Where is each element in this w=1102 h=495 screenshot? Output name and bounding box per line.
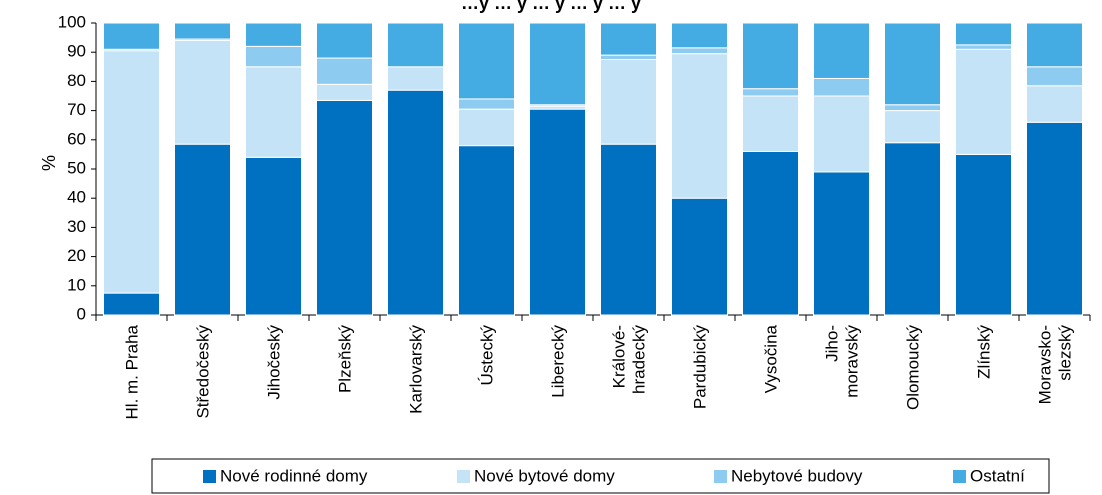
y-tick-label: 40	[67, 188, 86, 207]
bar-segment	[813, 95, 870, 173]
bar-segment	[245, 22, 302, 47]
bar-segment	[884, 22, 941, 106]
bar-segment	[1026, 121, 1083, 316]
x-category-label: Karlovarský	[407, 325, 426, 414]
bar-segment	[387, 66, 444, 91]
y-tick-label: 20	[67, 246, 86, 265]
legend-label: Nové bytové domy	[474, 466, 615, 485]
bar-segment	[174, 22, 231, 40]
x-category-label: Pardubický	[691, 325, 710, 410]
x-category-label: hradecký	[630, 325, 649, 394]
bar-segment	[103, 292, 160, 316]
bar-segment	[671, 47, 728, 55]
x-category-label: Hl. m. Praha	[123, 324, 142, 419]
bar-segment	[671, 53, 728, 199]
x-category-label: Vysočina	[762, 324, 781, 393]
bar-segment	[884, 142, 941, 316]
x-category-label: Zlínský	[975, 325, 994, 379]
x-category-label: slezský	[1056, 325, 1075, 381]
bar-segment	[600, 54, 657, 60]
y-tick-label: 90	[67, 42, 86, 61]
axes: 0 10 20 30 40 50 60 70 80 90 100	[58, 12, 1091, 323]
bar-segment	[955, 153, 1012, 316]
bar-segment	[600, 22, 657, 56]
bar-segment	[884, 110, 941, 144]
x-category-label: Jiho-	[823, 325, 842, 362]
bar-segment	[671, 197, 728, 316]
bar-segment	[245, 45, 302, 68]
bar-segment	[955, 48, 1012, 155]
bar-segment	[813, 171, 870, 316]
bar-segment	[316, 57, 373, 85]
bar-segment	[387, 22, 444, 68]
x-category-label: Olomoucký	[904, 325, 923, 411]
bar-segment	[316, 83, 373, 101]
x-category-label: Jihočeský	[265, 325, 284, 400]
bar-segment	[529, 108, 586, 316]
bar-segment	[245, 66, 302, 158]
bar-segment	[245, 156, 302, 316]
bar-segment	[955, 44, 1012, 50]
legend-label: Nebytové budovy	[731, 466, 863, 485]
y-tick-label: 10	[67, 275, 86, 294]
bar-segment	[742, 150, 799, 316]
y-tick-label: 30	[67, 217, 86, 236]
bar-segment	[1026, 22, 1083, 68]
bar-segment	[458, 98, 515, 110]
bar-segment	[600, 143, 657, 316]
bar-segment	[103, 22, 160, 50]
bars	[103, 22, 1083, 316]
x-category-label: Králové-	[610, 325, 629, 388]
bar-segment	[742, 88, 799, 97]
bar-segment	[1026, 85, 1083, 123]
bar-segment	[458, 22, 515, 100]
bar-segment	[884, 104, 941, 112]
y-tick-label: 70	[67, 100, 86, 119]
chart-title-layer: …y … y … y … y … y	[461, 0, 641, 13]
bar-segment	[600, 59, 657, 145]
x-category-label: Liberecký	[549, 325, 568, 398]
legend: Nové rodinné domy Nové bytové domy Nebytov…	[151, 458, 1050, 494]
bar-segment	[955, 22, 1012, 46]
bar-segment	[103, 50, 160, 294]
y-axis-label: %	[39, 155, 59, 171]
y-tick-label: 50	[67, 158, 86, 177]
legend-swatch	[457, 470, 470, 483]
bar-segment	[387, 89, 444, 316]
x-category-label: Plzeňský	[336, 325, 355, 394]
bar-segment	[458, 145, 515, 316]
legend-label: Ostatní	[970, 466, 1025, 485]
bar-segment	[813, 22, 870, 79]
legend-swatch	[953, 470, 966, 483]
legend-swatch	[714, 470, 727, 483]
bar-segment	[813, 77, 870, 97]
legend-frame	[151, 458, 1050, 494]
x-category-label: Moravsko-	[1036, 325, 1055, 404]
y-tick-label: 100	[58, 12, 86, 31]
legend-swatch	[203, 470, 216, 483]
bar-segment	[529, 22, 586, 106]
chart-title: …y … y … y … y … y	[461, 0, 641, 13]
bar-segment	[458, 108, 515, 147]
bar-segment	[174, 143, 231, 316]
x-category-label: Ústecký	[478, 325, 497, 386]
category-labels: Hl. m. Praha Středočeský Jihočeský Plzeňský…	[123, 324, 1075, 419]
bar-segment	[1026, 66, 1083, 87]
bar-segment	[316, 99, 373, 316]
bar-segment	[174, 40, 231, 145]
bar-segment	[742, 22, 799, 90]
y-tick-label: 80	[67, 71, 86, 90]
legend-label: Nové rodinné domy	[220, 466, 368, 485]
y-tick-label: 60	[67, 129, 86, 148]
x-category-label: Středočeský	[194, 325, 213, 419]
bar-segment	[671, 22, 728, 49]
bar-segment	[742, 95, 799, 152]
x-category-label: moravský	[843, 325, 862, 398]
bar-segment	[316, 22, 373, 59]
y-tick-label: 0	[77, 304, 86, 323]
